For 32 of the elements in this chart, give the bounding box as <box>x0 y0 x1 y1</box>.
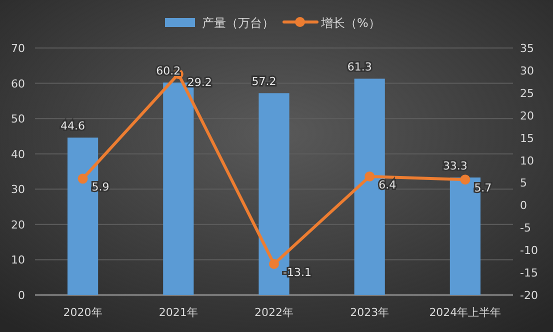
y2-tick-label: 30 <box>520 64 534 78</box>
legend-label: 产量（万台） <box>202 16 274 30</box>
y2-tick-label: 5 <box>520 176 527 190</box>
y-tick-label: 40 <box>11 148 25 161</box>
y2-tick-label: -20 <box>520 289 538 302</box>
y2-tick-label: 20 <box>520 109 534 122</box>
y2-tick-label: -10 <box>520 244 538 258</box>
y-tick-label: 30 <box>11 183 25 196</box>
x-tick-label: 2020年 <box>63 306 102 319</box>
data-label: 29.2 <box>187 76 212 90</box>
data-label: 44.6 <box>60 120 86 133</box>
y2-tick-label: 10 <box>520 154 534 168</box>
y-tick-label: 60 <box>11 77 25 90</box>
y2-tick-label: -15 <box>520 266 538 280</box>
data-label: 33.3 <box>442 160 468 172</box>
legend-label: 增长（%） <box>320 16 380 30</box>
data-label: 61.3 <box>347 60 372 74</box>
y2-tick-label: 25 <box>520 86 534 100</box>
y-tick-label: 70 <box>11 42 25 55</box>
y-tick-label: 0 <box>18 289 25 302</box>
x-tick-label: 2024年上半年 <box>429 306 502 319</box>
data-label: 57.2 <box>252 75 276 88</box>
y-tick-label: 50 <box>11 112 25 126</box>
y2-tick-label: 35 <box>520 42 534 55</box>
x-tick-label: 2022年 <box>254 306 294 319</box>
y-tick-label: 20 <box>11 218 25 232</box>
x-tick-label: 2021年 <box>158 306 198 319</box>
y-tick-label: 10 <box>11 254 25 267</box>
x-tick-label: 2023年 <box>350 306 390 319</box>
y2-tick-label: 15 <box>520 132 534 145</box>
y2-tick-label: 0 <box>520 199 527 212</box>
y2-tick-label: -5 <box>520 222 531 235</box>
